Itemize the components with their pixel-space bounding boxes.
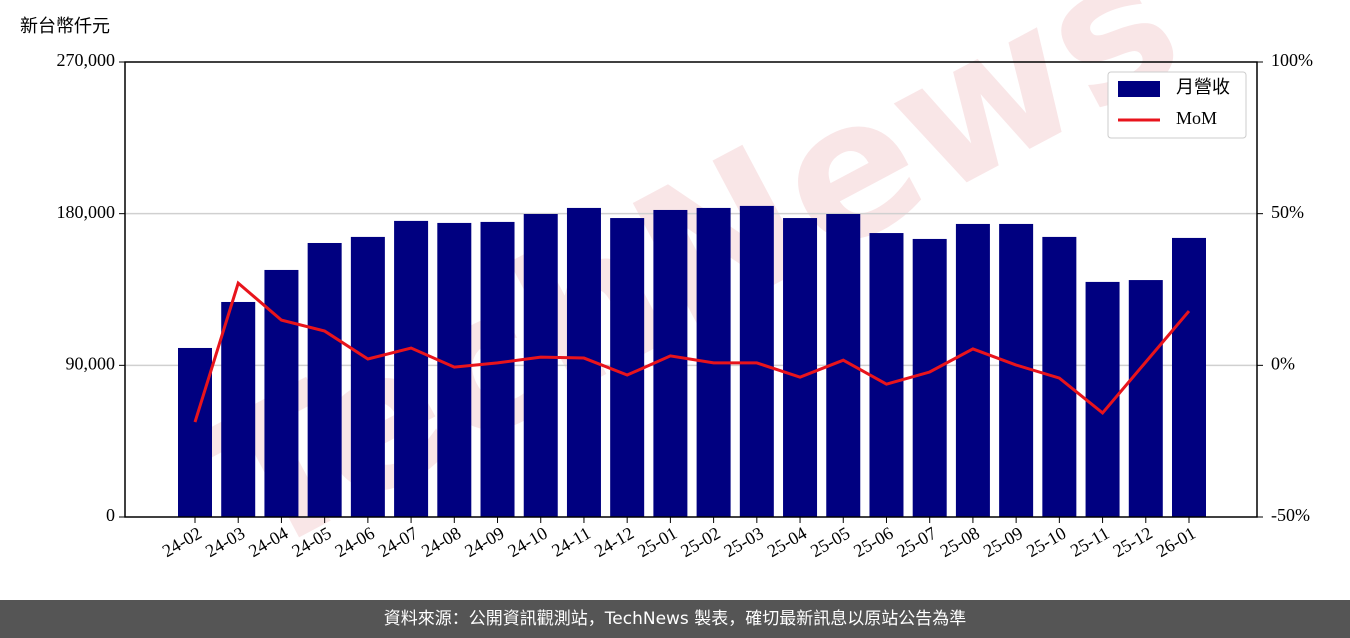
x-tick-label: 24-03 (202, 523, 248, 561)
chart: TechNews 新台幣仟元 090,000180,000270,000-50%… (20, 0, 1313, 599)
y-tick-label: 0 (106, 505, 115, 525)
x-tick-label: 24-12 (591, 523, 637, 561)
y-axis-label: 新台幣仟元 (20, 16, 110, 37)
y2-tick-label: -50% (1271, 505, 1310, 525)
bar (955, 223, 990, 517)
bar (912, 238, 947, 517)
bar (264, 269, 299, 517)
y2-tick-label: 50% (1271, 202, 1304, 222)
x-tick-label: 25-10 (1023, 523, 1069, 561)
bar (178, 347, 212, 517)
y-tick-label: 180,000 (57, 202, 116, 222)
y-tick-label: 270,000 (57, 50, 116, 70)
x-tick-label: 24-09 (461, 523, 507, 561)
x-tick-label: 25-01 (634, 523, 680, 561)
bar (653, 209, 688, 517)
y-tick-label: 90,000 (66, 353, 116, 373)
x-tick-label: 25-09 (980, 523, 1026, 561)
x-tick-label: 24-10 (504, 523, 550, 561)
bar (523, 214, 558, 517)
y2-tick-label: 0% (1271, 353, 1295, 373)
y2-tick-label: 100% (1271, 50, 1313, 70)
bar (350, 236, 385, 517)
bar (869, 233, 904, 517)
line (193, 280, 1191, 423)
x-tick-label: 25-03 (721, 523, 767, 561)
x-tick-label: 25-06 (850, 523, 896, 561)
x-tick-label: 24-08 (418, 523, 464, 561)
x-tick-label: 24-11 (548, 523, 594, 561)
bar (610, 218, 645, 517)
x-tick-label: 25-08 (937, 523, 983, 561)
x-tick-label: 25-12 (1109, 523, 1155, 561)
bar (307, 242, 342, 517)
footer: 資料來源：公開資訊觀測站，TechNews 製表，確切最新訊息以原站公告為準 (0, 600, 1350, 638)
plot-frame (124, 61, 1258, 518)
bar (437, 222, 472, 517)
x-tick-label: 24-02 (159, 523, 205, 561)
bar (999, 223, 1034, 517)
bar (221, 301, 256, 517)
bar (783, 218, 818, 517)
legend-label: MoM (1176, 108, 1217, 128)
legend-label: 月營收 (1176, 77, 1230, 97)
x-tick-label: 25-11 (1067, 523, 1113, 561)
bar (394, 220, 429, 517)
bar (1172, 237, 1206, 517)
x-tick-label: 26-01 (1153, 523, 1199, 561)
bar (1128, 280, 1163, 517)
x-tick-label: 25-02 (677, 523, 723, 561)
x-tick-label: 25-05 (807, 523, 853, 561)
bar (480, 221, 515, 517)
x-tick-label: 25-07 (893, 523, 939, 561)
legend-swatch (1118, 81, 1160, 97)
x-tick-label: 25-04 (764, 523, 810, 561)
